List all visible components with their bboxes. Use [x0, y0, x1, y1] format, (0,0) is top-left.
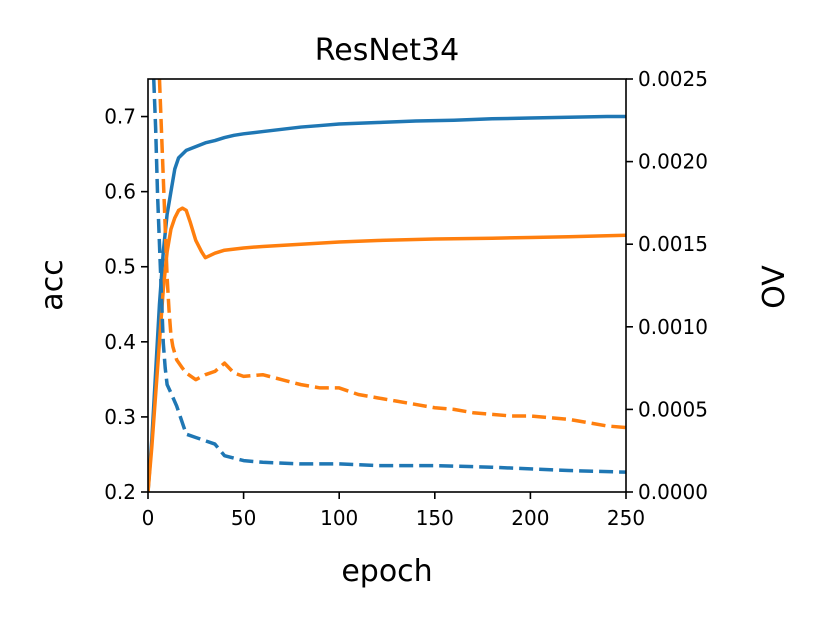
y-tick-label: 0.2	[104, 480, 136, 504]
y-right-tick-label: 0.0015	[638, 232, 708, 256]
y-axis-right-title: OV	[757, 265, 792, 309]
y-tick-label: 0.5	[104, 255, 136, 279]
chart-title: ResNet34	[315, 33, 459, 68]
y-axis-left: 0.2 0.3 0.4 0.5 0.6 0.7	[104, 105, 148, 504]
y-tick-label: 0.3	[104, 405, 136, 429]
x-tick-label: 250	[607, 506, 645, 530]
y-right-tick-label: 0.0025	[638, 67, 708, 91]
y-right-tick-label: 0.0005	[638, 397, 708, 421]
x-tick-label: 0	[142, 506, 155, 530]
y-tick-label: 0.7	[104, 105, 136, 129]
y-right-tick-label: 0.0020	[638, 150, 708, 174]
ov-line-orange	[157, 79, 626, 430]
acc-line-orange	[148, 206, 626, 492]
y-axis-title: acc	[35, 259, 70, 310]
y-axis-right: 0.0000 0.0005 0.0010 0.0015 0.0020 0.0025	[626, 67, 708, 504]
x-tick-label: 100	[320, 506, 358, 530]
x-tick-label: 200	[511, 506, 549, 530]
x-axis-title: epoch	[341, 554, 432, 589]
x-tick-label: 50	[231, 506, 256, 530]
x-tick-label: 150	[416, 506, 454, 530]
y-tick-label: 0.4	[104, 330, 136, 354]
y-right-tick-label: 0.0010	[638, 315, 708, 339]
x-axis: 0 50 100 150 200 250	[142, 492, 645, 530]
y-right-tick-label: 0.0000	[638, 480, 708, 504]
plot-area	[148, 79, 626, 492]
y-tick-label: 0.6	[104, 180, 136, 204]
plot-frame	[147, 78, 627, 493]
